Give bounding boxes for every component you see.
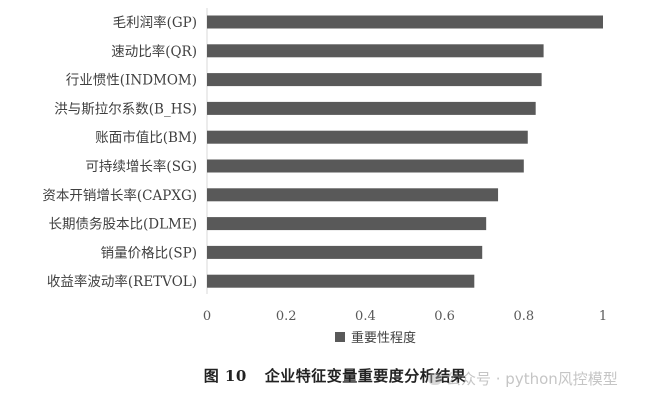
category-labels: 毛利润率(GP) 速动比率(QR) 行业惯性(INDMOM) 洪与斯拉尔系数(B_HS… [42,14,197,290]
bar [207,15,603,29]
bars-group [207,15,603,288]
category-label: 资本开销增长率(CAPXG) [42,187,197,204]
category-label: 行业惯性(INDMOM) [66,72,197,89]
category-label: 销量价格比(SP) [101,245,197,261]
x-tick-label: 0.8 [513,309,534,324]
watermark-text: 公众号 · python风控模型 [446,370,618,388]
category-label: 长期债务股本比(DLME) [49,217,198,233]
bar [207,159,524,173]
category-label: 账面市值比(BM) [95,129,197,146]
x-tick-label: 0.4 [355,309,376,324]
figure-number: 图 10 [203,367,247,385]
legend: 重要性程度 [335,330,416,346]
legend-swatch [335,332,345,342]
figure-caption-text: 企业特征变量重要度分析结果 [264,367,467,385]
category-label: 速动比率(QR) [111,43,197,60]
bar [207,245,483,259]
wechat-icon [428,373,442,385]
category-label: 洪与斯拉尔系数(B_HS) [54,101,197,117]
bar [207,73,542,87]
bar [207,274,475,288]
x-tick-labels: 0 0.2 0.4 0.6 0.8 1 [203,309,607,324]
category-label: 毛利润率(GP) [113,14,197,31]
bar [207,101,536,115]
bar [207,217,487,231]
legend-label: 重要性程度 [351,330,416,346]
bar [207,188,499,202]
x-tick-label: 0 [203,309,211,324]
category-label: 收益率波动率(RETVOL) [47,273,197,290]
watermark: 公众号 · python风控模型 [428,368,618,389]
x-tick-label: 0.6 [434,309,455,324]
bar [207,44,544,58]
bar [207,130,528,144]
x-tick-label: 0.2 [276,309,297,324]
category-label: 可持续增长率(SG) [85,158,197,175]
x-tick-label: 1 [599,309,607,324]
figure-caption: 图 10 企业特征变量重要度分析结果 [0,365,670,386]
